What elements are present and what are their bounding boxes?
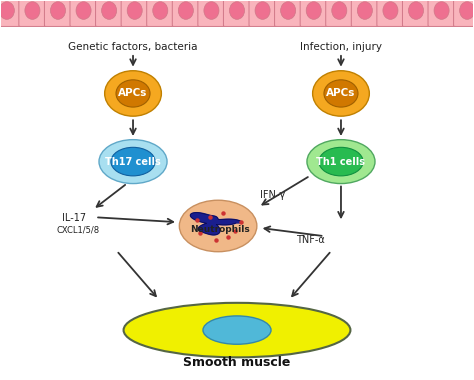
FancyBboxPatch shape [351, 0, 378, 27]
FancyBboxPatch shape [121, 0, 148, 27]
FancyBboxPatch shape [19, 0, 46, 27]
Ellipse shape [179, 200, 257, 252]
Ellipse shape [319, 147, 363, 176]
Ellipse shape [111, 147, 155, 176]
FancyBboxPatch shape [198, 0, 225, 27]
FancyBboxPatch shape [45, 0, 72, 27]
Ellipse shape [281, 2, 296, 19]
Polygon shape [191, 213, 242, 235]
FancyBboxPatch shape [223, 0, 251, 27]
Text: IL-17: IL-17 [62, 214, 86, 223]
FancyBboxPatch shape [147, 0, 174, 27]
Ellipse shape [99, 139, 167, 184]
Ellipse shape [153, 2, 168, 19]
Ellipse shape [306, 2, 321, 19]
Ellipse shape [127, 2, 142, 19]
FancyBboxPatch shape [428, 0, 455, 27]
Text: Infection, injury: Infection, injury [300, 42, 382, 52]
Ellipse shape [383, 2, 398, 19]
Text: IFN-γ: IFN-γ [260, 190, 285, 200]
Ellipse shape [101, 2, 117, 19]
FancyBboxPatch shape [70, 0, 97, 27]
Ellipse shape [76, 2, 91, 19]
Text: Neutrophils: Neutrophils [191, 225, 250, 234]
Ellipse shape [324, 80, 358, 107]
FancyBboxPatch shape [96, 0, 123, 27]
Ellipse shape [204, 2, 219, 19]
Text: Th17 cells: Th17 cells [105, 157, 161, 166]
Text: Genetic factors, bacteria: Genetic factors, bacteria [68, 42, 198, 52]
Ellipse shape [178, 2, 193, 19]
Ellipse shape [357, 2, 373, 19]
Ellipse shape [50, 2, 65, 19]
Text: CXCL1/5/8: CXCL1/5/8 [56, 225, 99, 234]
FancyBboxPatch shape [377, 0, 404, 27]
Ellipse shape [434, 2, 449, 19]
FancyBboxPatch shape [172, 0, 200, 27]
FancyBboxPatch shape [274, 0, 302, 27]
Text: APCs: APCs [326, 89, 356, 98]
Text: TNF-α: TNF-α [296, 235, 325, 245]
Ellipse shape [203, 316, 271, 344]
Text: Th1 cells: Th1 cells [317, 157, 365, 166]
Ellipse shape [307, 139, 375, 184]
Ellipse shape [105, 71, 161, 116]
Ellipse shape [124, 303, 350, 357]
Ellipse shape [25, 2, 40, 19]
Ellipse shape [116, 80, 150, 107]
FancyBboxPatch shape [0, 0, 20, 27]
Ellipse shape [255, 2, 270, 19]
Ellipse shape [0, 2, 14, 19]
Ellipse shape [409, 2, 424, 19]
FancyBboxPatch shape [249, 0, 276, 27]
FancyBboxPatch shape [326, 0, 353, 27]
Text: APCs: APCs [118, 89, 148, 98]
FancyBboxPatch shape [402, 0, 429, 27]
FancyBboxPatch shape [454, 0, 474, 27]
Ellipse shape [313, 71, 369, 116]
Ellipse shape [229, 2, 245, 19]
Text: Smooth muscle: Smooth muscle [183, 356, 291, 369]
Ellipse shape [332, 2, 347, 19]
FancyBboxPatch shape [300, 0, 327, 27]
Ellipse shape [460, 2, 474, 19]
